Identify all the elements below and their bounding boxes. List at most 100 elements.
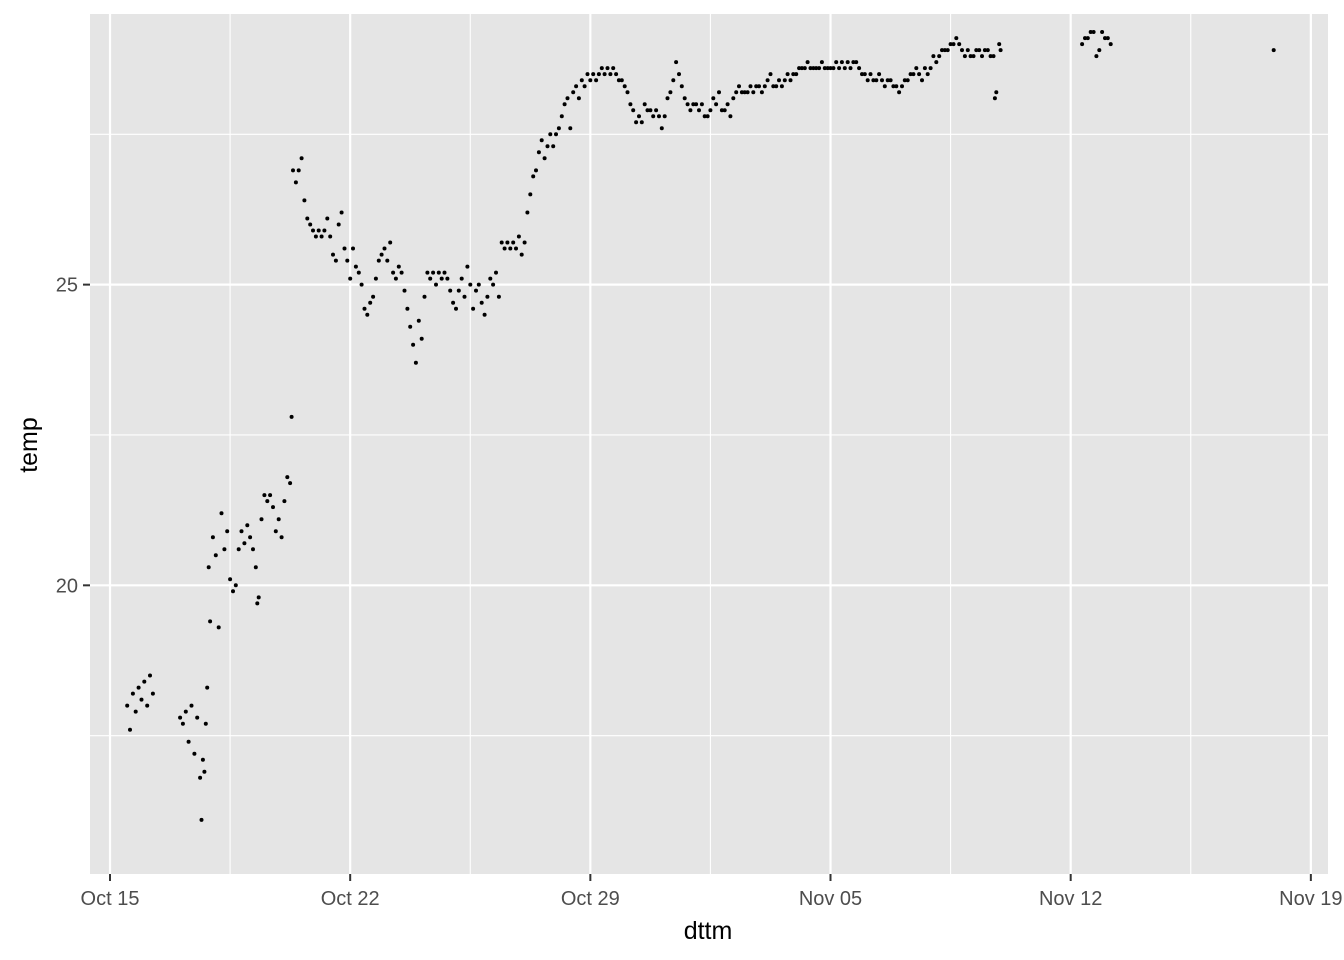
data-point bbox=[150, 691, 155, 696]
data-point bbox=[785, 72, 790, 77]
data-point bbox=[880, 78, 884, 83]
data-point bbox=[253, 565, 258, 570]
data-point bbox=[871, 78, 876, 83]
data-point bbox=[268, 493, 273, 498]
y-tick-label: 25 bbox=[56, 275, 78, 297]
data-point bbox=[985, 48, 990, 53]
data-point bbox=[288, 481, 293, 486]
data-point bbox=[734, 90, 739, 95]
data-point bbox=[934, 60, 939, 65]
data-point bbox=[289, 414, 294, 419]
data-point bbox=[988, 54, 993, 59]
data-point bbox=[142, 679, 147, 684]
data-point bbox=[679, 84, 684, 89]
data-point bbox=[711, 96, 716, 101]
data-point bbox=[802, 66, 807, 71]
data-point bbox=[754, 84, 759, 89]
data-point bbox=[677, 72, 681, 77]
x-tick-label: Oct 22 bbox=[321, 888, 380, 910]
x-tick-label: Oct 15 bbox=[81, 888, 140, 910]
data-point bbox=[228, 577, 233, 582]
data-point bbox=[1271, 48, 1276, 53]
data-point bbox=[511, 240, 516, 245]
data-point bbox=[148, 673, 152, 678]
data-point bbox=[133, 709, 138, 714]
data-point bbox=[451, 300, 456, 305]
data-point bbox=[376, 258, 381, 263]
data-point bbox=[782, 78, 787, 83]
data-point bbox=[445, 276, 450, 281]
data-point bbox=[694, 102, 699, 107]
data-point bbox=[491, 282, 496, 287]
data-points bbox=[125, 30, 1276, 822]
data-point bbox=[888, 78, 893, 83]
data-point bbox=[794, 72, 799, 77]
data-point bbox=[928, 66, 933, 71]
data-point bbox=[436, 270, 441, 275]
data-point bbox=[814, 66, 819, 71]
data-point bbox=[255, 601, 260, 606]
data-point bbox=[1100, 30, 1105, 34]
data-point bbox=[568, 126, 573, 131]
data-point bbox=[1080, 42, 1085, 47]
data-point bbox=[1105, 36, 1110, 41]
data-point bbox=[654, 108, 659, 113]
data-point bbox=[851, 60, 856, 65]
data-point bbox=[874, 78, 879, 83]
data-point bbox=[585, 72, 590, 77]
data-point bbox=[222, 547, 227, 552]
data-point bbox=[413, 360, 418, 365]
data-point bbox=[210, 535, 215, 540]
data-point bbox=[299, 156, 304, 161]
data-point bbox=[808, 66, 813, 71]
data-point bbox=[791, 72, 796, 77]
data-point bbox=[708, 108, 713, 113]
data-point bbox=[265, 499, 270, 504]
data-point bbox=[637, 114, 641, 119]
data-point bbox=[262, 493, 267, 498]
data-point bbox=[599, 66, 604, 71]
data-point bbox=[1083, 36, 1087, 41]
data-point bbox=[742, 90, 747, 95]
data-point bbox=[399, 270, 404, 275]
data-point bbox=[548, 132, 553, 137]
data-point bbox=[917, 72, 922, 77]
data-point bbox=[811, 66, 816, 71]
data-point bbox=[213, 553, 218, 558]
data-point bbox=[359, 282, 364, 287]
data-point bbox=[508, 246, 513, 251]
data-point bbox=[474, 288, 478, 293]
data-point bbox=[342, 246, 347, 251]
x-tick-label: Nov 12 bbox=[1039, 888, 1102, 910]
data-point bbox=[195, 715, 200, 720]
data-point bbox=[751, 90, 756, 95]
data-point bbox=[611, 66, 616, 71]
data-point bbox=[877, 72, 882, 77]
data-point bbox=[482, 312, 487, 317]
data-point bbox=[997, 42, 1002, 47]
data-point bbox=[728, 114, 733, 119]
data-point bbox=[139, 697, 144, 702]
data-point bbox=[236, 547, 241, 552]
data-point bbox=[248, 535, 253, 540]
data-point bbox=[731, 96, 736, 101]
data-point bbox=[333, 258, 338, 263]
data-point bbox=[1094, 54, 1099, 59]
data-point bbox=[576, 96, 581, 101]
data-point bbox=[379, 252, 384, 257]
data-point bbox=[994, 90, 999, 95]
data-point bbox=[128, 727, 132, 732]
data-point bbox=[273, 529, 278, 534]
data-point bbox=[571, 90, 576, 95]
data-point bbox=[259, 517, 264, 522]
data-point bbox=[631, 108, 636, 113]
data-point bbox=[522, 240, 527, 245]
x-axis-title: dttm bbox=[684, 917, 733, 945]
data-point bbox=[945, 48, 950, 53]
data-point bbox=[233, 583, 238, 588]
data-point bbox=[505, 240, 510, 245]
data-point bbox=[388, 240, 393, 245]
data-point bbox=[565, 96, 570, 101]
data-point bbox=[608, 72, 613, 77]
data-point bbox=[256, 595, 261, 600]
